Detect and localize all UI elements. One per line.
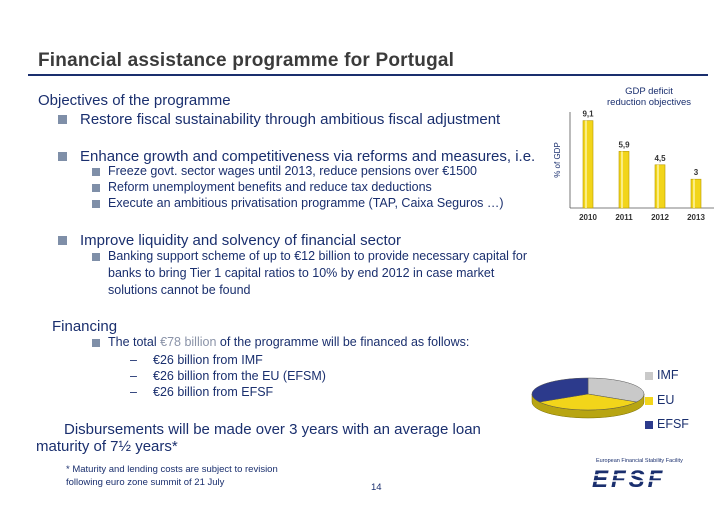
banking-line-2: banks to bring Tier 1 capital ratios to …	[108, 266, 495, 280]
legend-efsf-label: EFSF	[657, 417, 689, 431]
bar-highlight	[585, 120, 587, 208]
footnote-line-1: * Maturity and lending costs are subject…	[66, 464, 278, 475]
logo-caption: European Financial Stability Facility	[596, 458, 683, 464]
bar-highlight	[621, 151, 623, 208]
bar-chart-title: GDP deficit reduction objectives	[594, 86, 704, 108]
title-divider	[28, 74, 708, 76]
page-number: 14	[371, 482, 382, 493]
financing-efsm: €26 billion from the EU (EFSM)	[153, 369, 326, 383]
legend-imf-label: IMF	[657, 368, 679, 382]
slide-title: Financial assistance programme for Portu…	[38, 50, 455, 71]
bar-2013	[690, 178, 702, 209]
bar-fill	[618, 151, 630, 209]
bar-fill	[690, 178, 702, 209]
bar-2012	[654, 164, 666, 209]
x-tick-label: 2011	[615, 213, 633, 222]
sub-bullet-unemployment: Reform unemployment benefits and reduce …	[108, 180, 432, 194]
sub-bullet-square-icon	[92, 253, 100, 261]
logo-text: EFSF	[592, 466, 665, 492]
sub-bullet-square-icon	[92, 339, 100, 347]
dash-icon: –	[130, 353, 137, 367]
bar-value-label: 9,1	[582, 110, 594, 119]
bullet-fiscal: Restore fiscal sustainability through am…	[80, 111, 501, 128]
legend-eu-swatch	[645, 397, 653, 405]
sub-bullet-square-icon	[92, 200, 100, 208]
bar-value-label: 5,9	[618, 140, 630, 149]
x-tick-label: 2010	[579, 213, 597, 222]
pie-slice-IMF	[587, 377, 645, 403]
financing-highlight: €78 billion	[160, 335, 217, 349]
bullet-liquidity: Improve liquidity and solvency of financ…	[80, 232, 401, 249]
financing-post: of the programme will be financed as fol…	[216, 335, 470, 349]
financing-pre: The total	[108, 335, 161, 349]
banking-line-3: solutions cannot be found	[108, 283, 251, 297]
legend-imf-swatch	[645, 372, 653, 380]
sub-bullet-wages: Freeze govt. sector wages until 2013, re…	[108, 164, 477, 178]
financing-imf: €26 billion from IMF	[153, 353, 263, 367]
financing-efsf: €26 billion from EFSF	[153, 385, 274, 399]
bar-highlight	[693, 179, 695, 208]
bar-value-label: 3	[694, 168, 699, 177]
legend-eu-label: EU	[657, 393, 675, 407]
banking-line-1: Banking support scheme of up to €12 bill…	[108, 249, 527, 263]
bar-chart-title-line-2: reduction objectives	[607, 97, 691, 108]
objectives-heading: Objectives of the programme	[38, 92, 231, 109]
financing-heading: Financing	[52, 318, 118, 335]
financing-pie-chart	[531, 377, 645, 419]
bar-fill	[654, 164, 666, 209]
bar-2011	[618, 151, 630, 209]
sub-bullet-privatisation: Execute an ambitious privatisation progr…	[108, 196, 504, 210]
bar-chart-title-line-1: GDP deficit	[625, 86, 673, 97]
y-axis-label: % of GDP	[553, 142, 562, 178]
dash-icon: –	[130, 385, 137, 399]
efsf-logo: EFSF	[590, 466, 694, 497]
bullet-square-icon	[58, 236, 67, 245]
sub-bullet-square-icon	[92, 168, 100, 176]
disbursement-line-2: maturity of 7½ years*	[36, 438, 178, 455]
bullet-growth: Enhance growth and competitiveness via r…	[80, 148, 536, 165]
bar-fill	[582, 120, 594, 209]
bullet-square-icon	[58, 115, 67, 124]
bar-value-label: 4,5	[654, 154, 666, 163]
efsf-logo-graphic: EFSF	[590, 466, 694, 493]
pie-slice-EU	[538, 393, 638, 411]
sub-bullet-square-icon	[92, 184, 100, 192]
gdp-deficit-bar-chart: % of GDP 9,1 2010 5,9 2011 4,5 2012 3 2013	[553, 110, 714, 222]
disbursement-line-1: Disbursements will be made over 3 years …	[64, 421, 481, 438]
x-tick-label: 2012	[651, 213, 669, 222]
legend-efsf-swatch	[645, 421, 653, 429]
pie-slice-EFSF	[531, 377, 589, 403]
bullet-square-icon	[58, 152, 67, 161]
x-tick-label: 2013	[687, 213, 705, 222]
bar-highlight	[657, 164, 659, 208]
dash-icon: –	[130, 369, 137, 383]
financing-total: The total €78 billion of the programme w…	[108, 335, 469, 349]
footnote-line-2: following euro zone summit of 21 July	[66, 477, 225, 488]
bar-2010	[582, 120, 594, 209]
